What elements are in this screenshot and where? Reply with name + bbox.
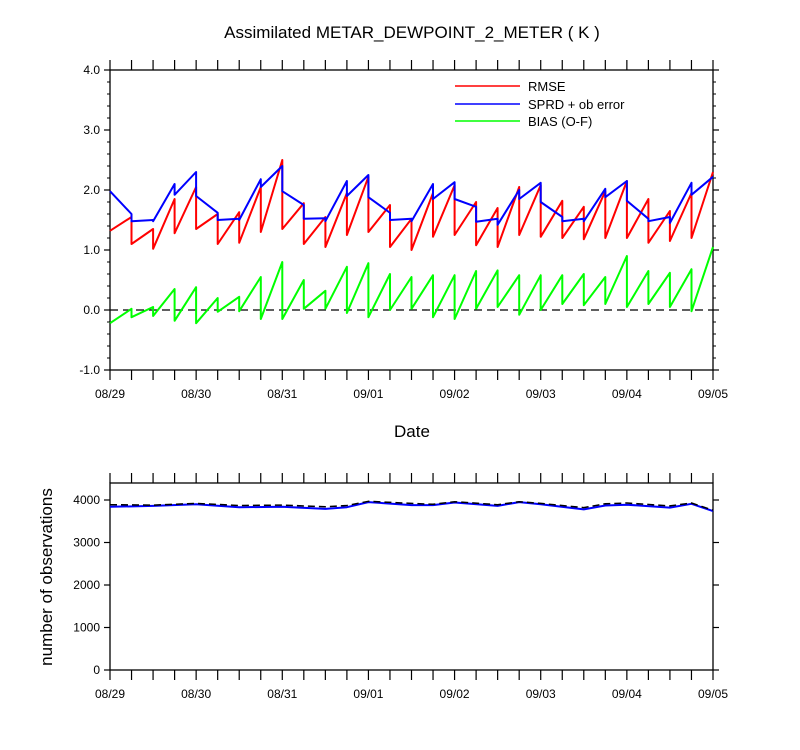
x-tick-label: 09/04 <box>612 387 642 401</box>
y-tick-label: 0.0 <box>83 303 100 317</box>
series-line-rmse <box>109 159 714 251</box>
chart-title: Assimilated METAR_DEWPOINT_2_METER ( K ) <box>224 23 600 42</box>
y-tick-label: 3.0 <box>83 123 100 137</box>
y-tick-label: 4000 <box>73 493 100 507</box>
x-tick-label: 09/02 <box>440 687 470 701</box>
x-tick-label: 08/30 <box>181 687 211 701</box>
top-x-ticks: 08/29 08/30 08/31 09/01 09/02 09/03 09/04 09/05 <box>95 60 728 401</box>
y-tick-label: 2.0 <box>83 183 100 197</box>
y-tick-label: 1000 <box>73 621 100 635</box>
x-tick-label: 09/05 <box>698 687 728 701</box>
x-tick-label: 08/31 <box>267 387 297 401</box>
x-tick-label: 08/29 <box>95 687 125 701</box>
y-tick-label: 0 <box>93 663 100 677</box>
legend-label-sprd: SPRD + ob error <box>528 97 625 112</box>
x-tick-label: 09/01 <box>353 687 383 701</box>
bottom-panel: 0 1000 2000 3000 4000 08/29 08/30 08/31 09/01 09… <box>37 473 728 701</box>
legend-label-bias: BIAS (O-F) <box>528 114 592 129</box>
x-tick-label: 09/03 <box>526 687 556 701</box>
y-tick-label: 4.0 <box>83 63 100 77</box>
bottom-x-ticks: 08/29 08/30 08/31 09/01 09/02 09/03 09/04 09/05 <box>95 473 728 701</box>
top-y-ticks: -1.0 0.0 1.0 2.0 3.0 4.0 <box>79 63 719 377</box>
x-tick-label: 09/05 <box>698 387 728 401</box>
x-tick-label: 08/30 <box>181 387 211 401</box>
x-tick-label: 09/01 <box>353 387 383 401</box>
bottom-y-ticks: 0 1000 2000 3000 4000 <box>73 493 719 677</box>
x-tick-label: 09/02 <box>440 387 470 401</box>
series-line-bias-o-f <box>109 246 714 325</box>
series-line-possible <box>109 500 714 511</box>
bottom-plot-frame <box>109 482 714 671</box>
x-axis-title: Date <box>394 422 430 441</box>
x-tick-label: 08/31 <box>267 687 297 701</box>
y-tick-label: -1.0 <box>79 363 100 377</box>
y-tick-label: 2000 <box>73 578 100 592</box>
x-tick-label: 09/04 <box>612 687 642 701</box>
y-tick-label: 3000 <box>73 536 100 550</box>
x-tick-label: 08/29 <box>95 387 125 401</box>
y-tick-label: 1.0 <box>83 243 100 257</box>
bottom-series-group <box>109 500 714 513</box>
series-line-sprd-ob-error <box>109 165 714 226</box>
top-panel: -1.0 0.0 1.0 2.0 3.0 4.0 08/29 08/30 08/31 09/01… <box>79 60 728 441</box>
legend: RMSE SPRD + ob error BIAS (O-F) <box>455 79 625 129</box>
x-tick-label: 09/03 <box>526 387 556 401</box>
bottom-y-axis-title: number of observations <box>37 488 56 666</box>
series-line-used <box>109 501 714 513</box>
top-series-group <box>109 159 714 325</box>
legend-label-rmse: RMSE <box>528 79 566 94</box>
